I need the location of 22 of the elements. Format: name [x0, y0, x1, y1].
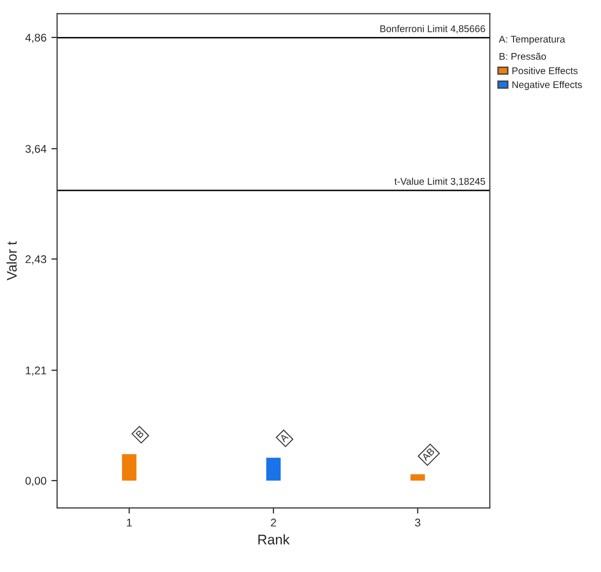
annotation: A — [279, 433, 289, 442]
x-axis-title: Rank — [258, 534, 290, 544]
y-tick-label: 3,64 — [25, 144, 46, 154]
y-tick-label: 0,00 — [25, 476, 46, 486]
ref-line-label: t-Value Limit 3,18245 — [394, 178, 486, 186]
bar — [266, 458, 281, 481]
y-tick-label: 4,86 — [25, 34, 46, 43]
bar — [410, 474, 425, 481]
x-tick-label: 3 — [415, 518, 420, 527]
bar — [122, 454, 136, 481]
annotation: AB — [421, 448, 435, 462]
y-tick-label: 1,21 — [26, 366, 46, 376]
text: B: Pressão — [500, 52, 546, 60]
text: A: Temperatura — [498, 36, 566, 45]
x-tick-label: 1 — [126, 518, 132, 526]
legend-label: Positive Effects — [512, 67, 578, 74]
y-tick-label: 2,43 — [26, 255, 46, 264]
annotation: B — [136, 430, 144, 438]
x-tick-label: 2 — [270, 518, 276, 526]
y-axis-title: Valor t — [6, 241, 17, 280]
legend-label: Negative Effects — [512, 80, 582, 90]
ref-line-label: Bonferroni Limit 4,85666 — [380, 25, 486, 34]
